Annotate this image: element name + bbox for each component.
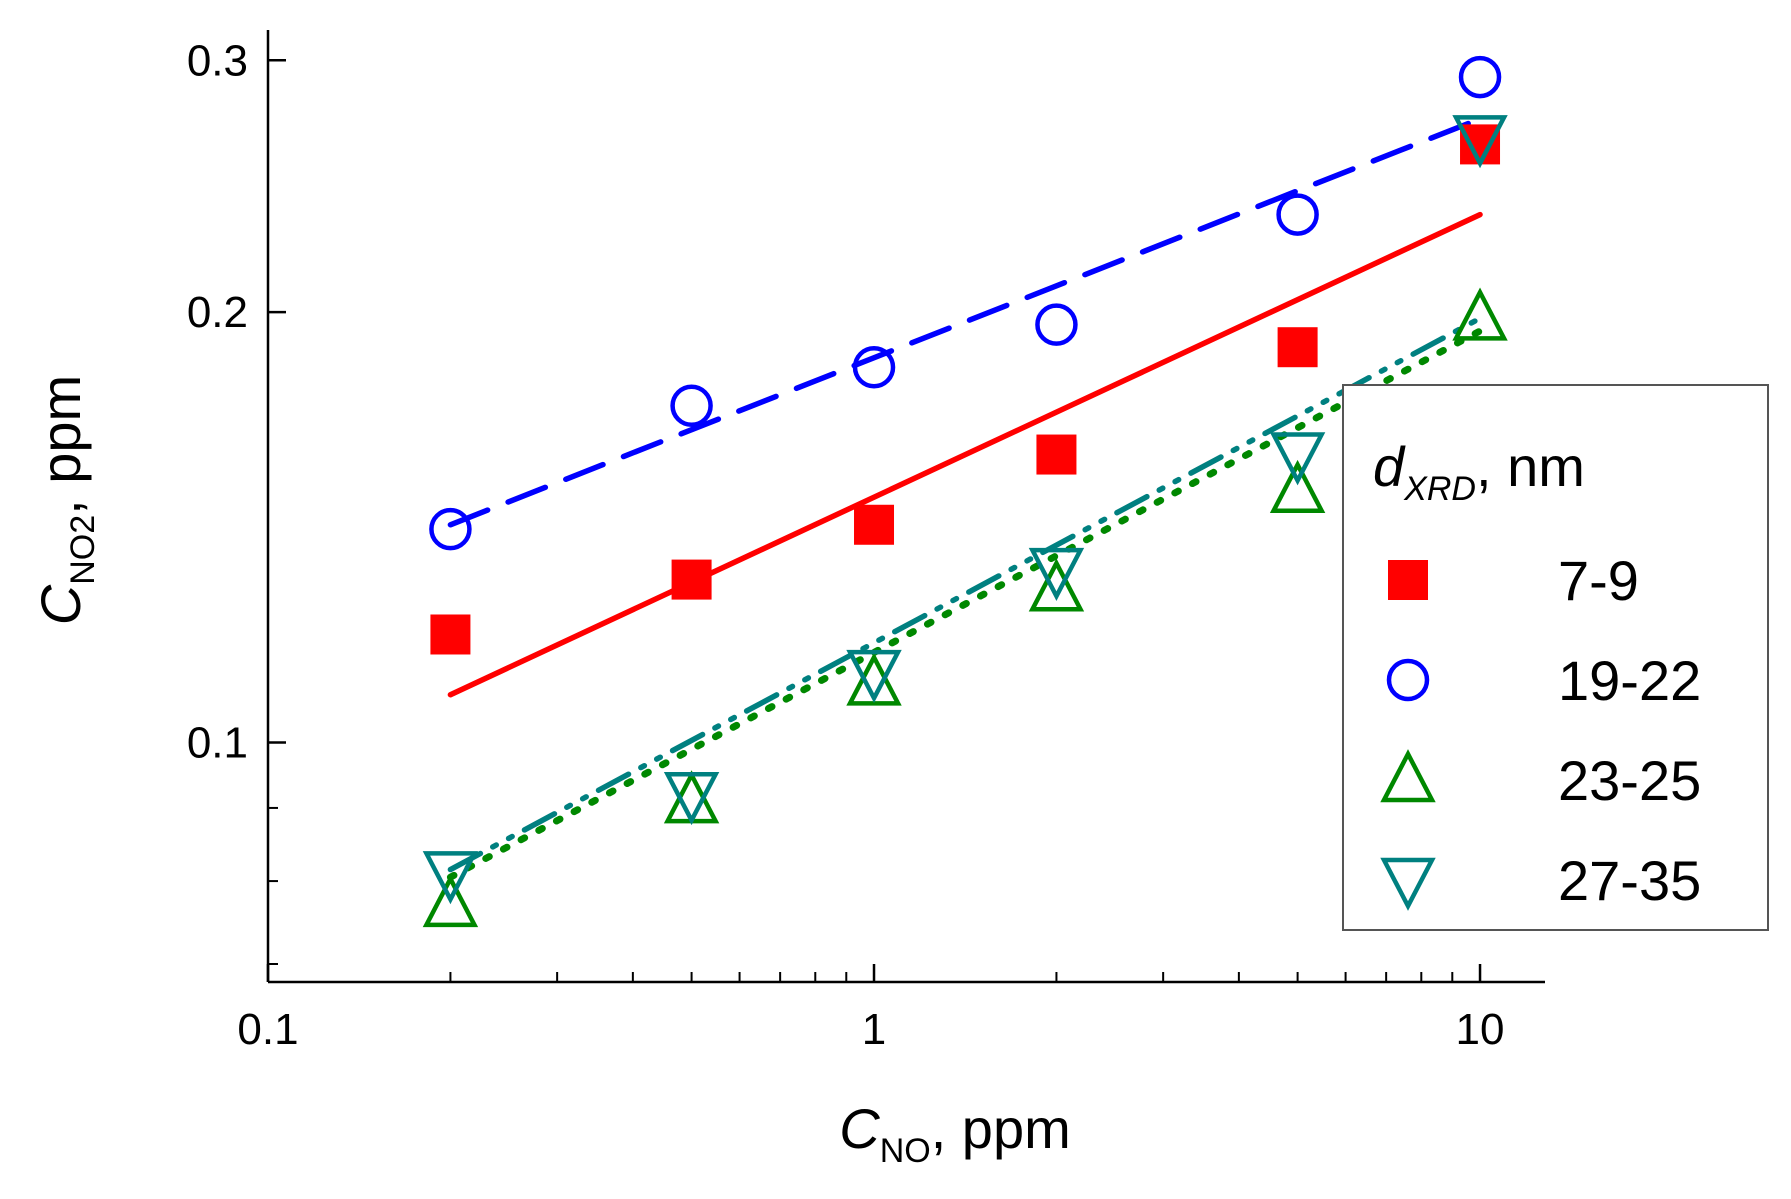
point-27-35 [1028,547,1085,601]
point-23-25 [1269,459,1326,513]
fit-lines [446,116,1484,881]
point-27-35 [663,772,720,826]
legend-title: dXRD, nm [1373,435,1585,508]
point-7-9 [430,614,471,655]
legend-box [1342,384,1769,931]
point-23-25 [1452,287,1508,341]
fit-line-23-25 [446,327,1484,881]
data-markers [422,55,1508,928]
point-23-25 [846,652,902,706]
point-19-22 [1035,303,1078,346]
x-tick-label: 10 [1456,1005,1505,1054]
y-tick-label: 0.2 [187,288,248,337]
legend-label-19-22: 19-22 [1558,649,1701,712]
x-tick-label: 0.1 [237,1005,298,1054]
legend-marker-27-35 [1380,857,1436,911]
axes-frame [266,30,1545,984]
point-19-22 [1276,193,1319,236]
x-axis-title: CNO, ppm [839,1097,1071,1170]
point-7-9 [854,504,895,545]
y-tick-label: 0.3 [187,36,248,85]
point-7-9 [1277,327,1318,368]
point-19-22 [670,384,713,427]
point-19-22 [1458,55,1502,99]
point-23-25 [1028,558,1085,612]
legend-label-23-25: 23-25 [1558,749,1701,812]
point-7-9 [1460,124,1501,165]
point-7-9 [1036,434,1077,475]
fit-line-27-35 [447,315,1483,873]
legend-marker-19-22 [1386,658,1430,702]
legend-marker-7-9 [1388,560,1428,600]
legend-label-27-35: 27-35 [1558,849,1701,912]
fit-line-19-22 [447,116,1483,528]
y-axis-title: CNO2, ppm [29,375,102,625]
point-23-25 [422,873,479,928]
point-27-35 [1269,432,1326,486]
point-23-25 [663,770,720,824]
point-27-35 [846,649,902,704]
point-7-9 [671,559,712,600]
point-27-35 [1452,115,1508,169]
ticks: 0.1 1 10 0.1 0.2 0.3 [187,36,1505,1054]
point-19-22 [429,507,472,551]
legend-label-7-9: 7-9 [1558,549,1639,612]
legend-marker-23-25 [1380,749,1436,803]
point-27-35 [422,851,479,905]
x-tick-label: 1 [862,1005,886,1054]
y-tick-label: 0.1 [187,719,248,768]
fit-line-7-9 [447,211,1483,698]
point-19-22 [852,345,896,389]
legend: dXRD, nm 7-9 19-22 23-25 27-35 [1342,384,1769,931]
